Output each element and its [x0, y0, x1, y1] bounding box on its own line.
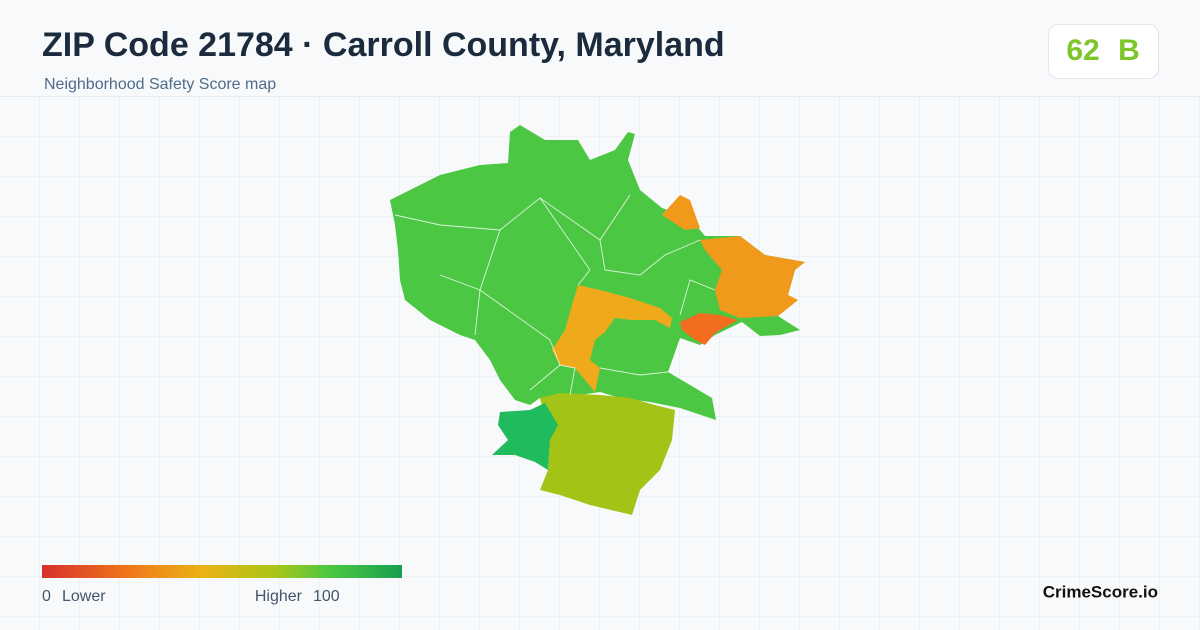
region [390, 125, 805, 420]
boundary [679, 279, 716, 316]
boundary [599, 367, 669, 376]
region [700, 236, 805, 318]
title: ZIP Code 21784 · Carroll County, Marylan… [42, 26, 725, 64]
region [492, 403, 558, 470]
boundary [394, 194, 631, 241]
boundary [539, 197, 591, 286]
legend-min: 0 [42, 588, 51, 605]
score-grade: B [1118, 34, 1140, 67]
region [540, 393, 675, 515]
region [552, 285, 672, 392]
legend-min-label: Lower [62, 588, 106, 605]
brand: CrimeScore.io [1043, 582, 1158, 601]
score-value: 62 [1066, 34, 1099, 67]
legend-gradient [42, 565, 402, 578]
region [662, 195, 700, 230]
legend-max-label: Higher [255, 588, 303, 605]
boundary [529, 364, 576, 396]
subtitle: Neighborhood Safety Score map [44, 76, 276, 93]
boundary [439, 274, 561, 366]
score-badge [1048, 24, 1159, 79]
header-divider [0, 96, 1200, 97]
boundary [599, 239, 701, 276]
region [680, 313, 738, 345]
zip-map [390, 125, 805, 515]
legend-max: 100 [313, 588, 340, 605]
